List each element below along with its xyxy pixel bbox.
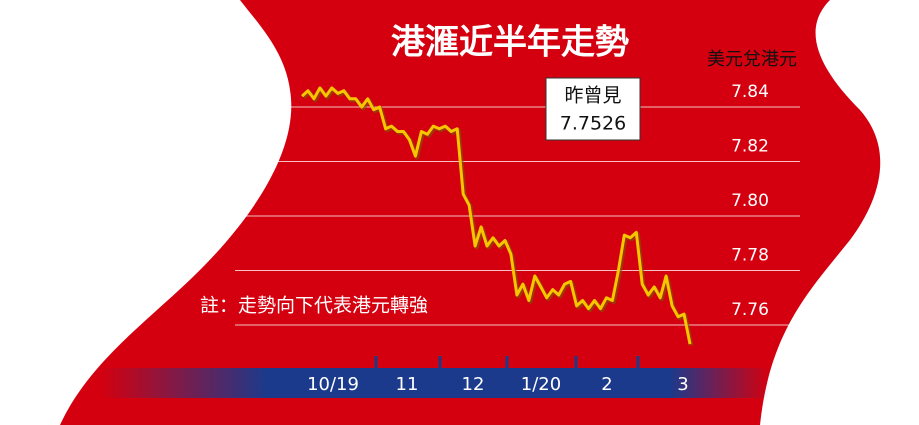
annotation-box [545, 77, 641, 141]
annotation-value: 7.7526 [560, 113, 626, 135]
note: 註：走勢向下代表港元轉強 [200, 295, 428, 317]
y-tick-label: 7.80 [731, 191, 769, 211]
x-tick-label: 3 [677, 374, 688, 395]
y-tick-label: 7.76 [731, 300, 769, 320]
y-tick-label: 7.82 [731, 137, 769, 157]
y-tick-label: 7.84 [731, 82, 769, 102]
chart-title: 港滙近半年走勢 [391, 23, 629, 63]
x-tick-label: 12 [462, 374, 485, 395]
line [300, 86, 692, 345]
y-tick-label: 7.78 [731, 246, 769, 266]
y-axis-label: 美元兌港元 [707, 49, 797, 70]
x-tick-label: 2 [601, 374, 612, 395]
annotation-label: 昨曾見 [564, 85, 621, 107]
x-tick-label: 11 [396, 374, 419, 395]
x-tick-label: 10/19 [307, 374, 359, 395]
x-tick-label: 1/20 [521, 374, 561, 395]
date-band [100, 368, 770, 398]
plot: 7.76 7.78 7.80 7.82 7.84 10/19 11 12 1/20 2 3 [235, 82, 800, 395]
